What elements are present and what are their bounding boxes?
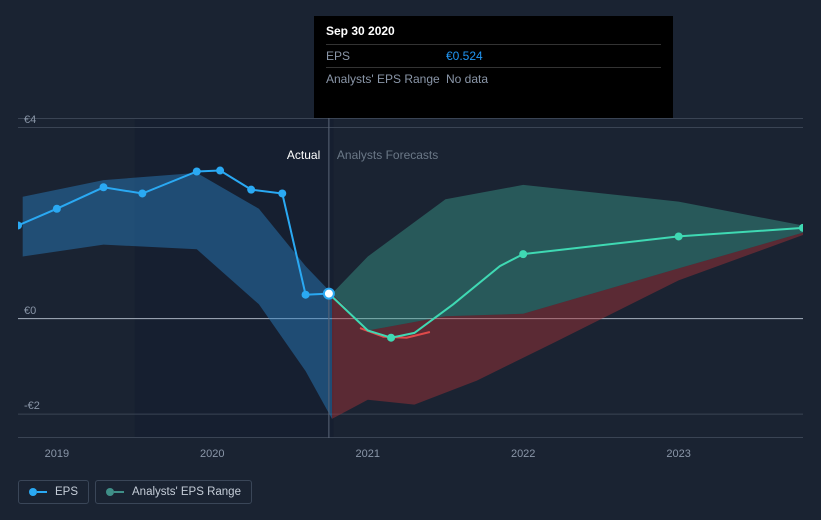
tooltip-label-range: Analysts' EPS Range: [326, 72, 446, 86]
legend-swatch-icon: [106, 488, 124, 496]
y-axis-label: €4: [24, 114, 36, 126]
x-axis-label: 2019: [45, 448, 69, 460]
y-axis-label: -€2: [24, 400, 40, 412]
tooltip-row: EPS €0.524: [326, 45, 661, 68]
y-axis-label: €0: [24, 305, 36, 317]
tooltip-value-eps: €0.524: [446, 49, 483, 63]
legend-label: Analysts' EPS Range: [132, 486, 241, 498]
legend-swatch-icon: [29, 488, 47, 496]
x-axis-label: 2022: [511, 448, 535, 460]
tooltip-label-eps: EPS: [326, 49, 446, 63]
region-label-forecast: Analysts Forecasts: [337, 148, 438, 162]
tooltip-date: Sep 30 2020: [326, 24, 661, 45]
x-axis-label: 2023: [666, 448, 690, 460]
legend: EPS Analysts' EPS Range: [18, 480, 252, 504]
legend-label: EPS: [55, 486, 78, 498]
region-label-actual: Actual: [287, 148, 320, 162]
eps-chart: Sep 30 2020 EPS €0.524 Analysts' EPS Ran…: [0, 0, 821, 520]
chart-svg: [18, 118, 803, 438]
x-axis-label: 2020: [200, 448, 224, 460]
legend-item-eps[interactable]: EPS: [18, 480, 89, 504]
chart-tooltip: Sep 30 2020 EPS €0.524 Analysts' EPS Ran…: [314, 16, 673, 118]
tooltip-value-range: No data: [446, 72, 488, 86]
plot-area[interactable]: [18, 118, 803, 438]
legend-item-range[interactable]: Analysts' EPS Range: [95, 480, 252, 504]
x-axis-label: 2021: [356, 448, 380, 460]
tooltip-row: Analysts' EPS Range No data: [326, 68, 661, 90]
